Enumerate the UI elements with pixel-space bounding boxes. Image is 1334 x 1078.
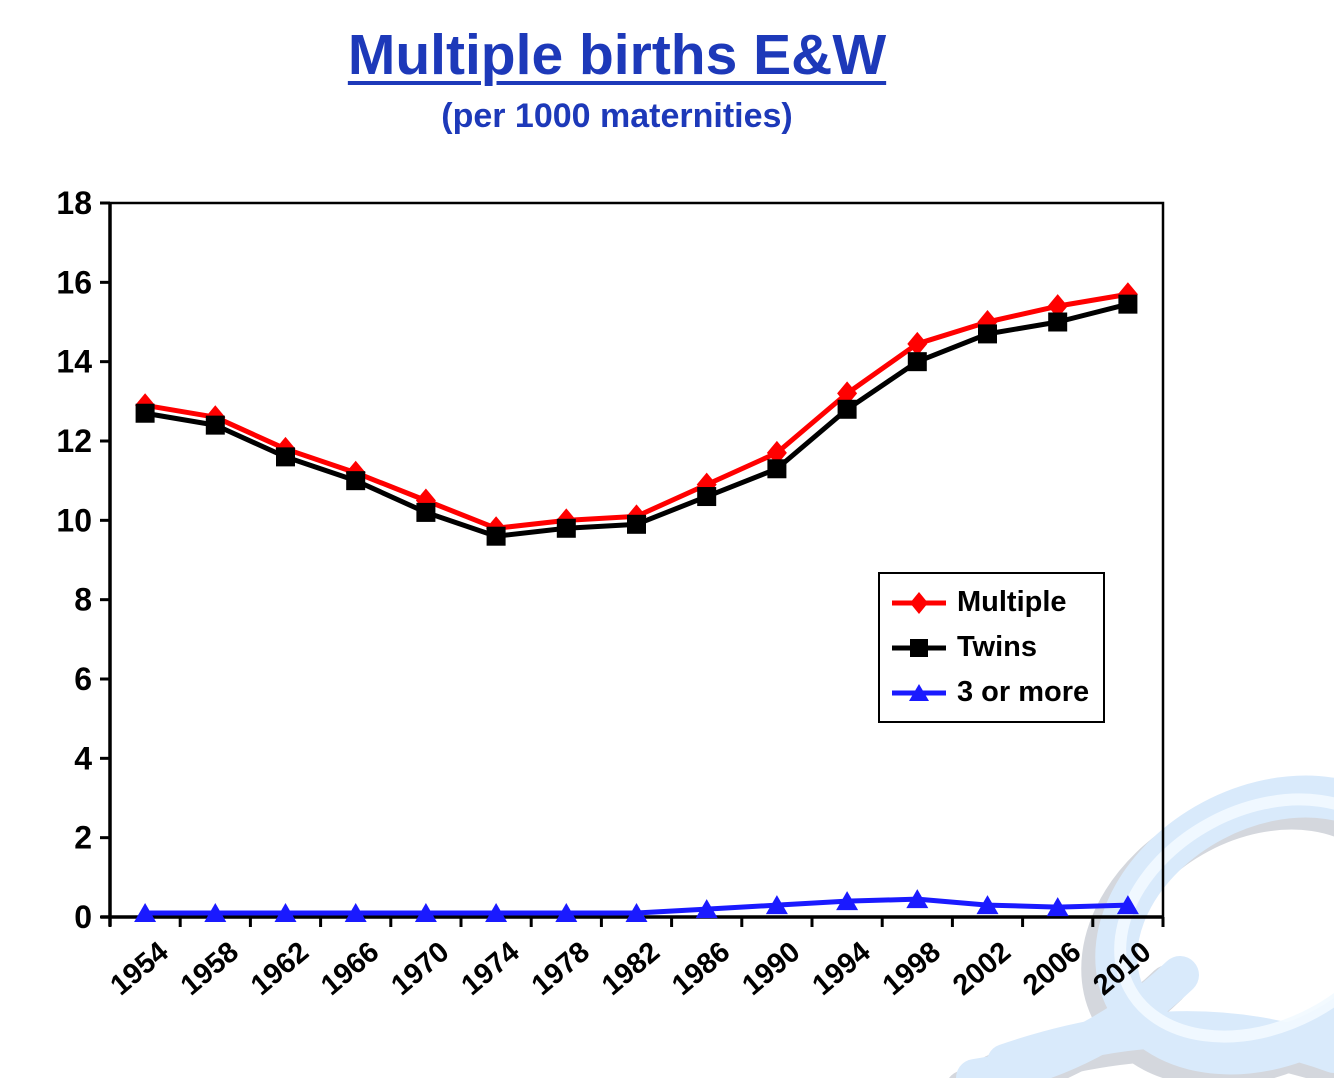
marker-3-or-more-2002 <box>976 895 999 915</box>
x-axis-tick-label: 2002 <box>947 936 1017 1002</box>
x-axis-tick-label: 1974 <box>456 936 526 1002</box>
marker-3-or-more-1990 <box>765 895 788 915</box>
marker-multiple-1994 <box>837 381 858 406</box>
marker-twins-1998 <box>907 352 927 372</box>
legend-marker-twins-icon <box>892 638 946 657</box>
chart-subtitle: (per 1000 maternities) <box>441 96 793 135</box>
x-axis-tick-label: 1954 <box>105 936 175 1002</box>
marker-multiple-2006 <box>1047 294 1068 319</box>
y-axis-tick-label: 8 <box>74 582 92 618</box>
legend-item-3-or-more: 3 or more <box>888 670 1089 715</box>
marker-3-or-more-1962 <box>274 903 297 923</box>
y-axis-tick-label: 2 <box>74 820 92 856</box>
y-axis-tick-label: 4 <box>74 740 92 776</box>
marker-twins-1966 <box>346 471 366 491</box>
swirl-logo-icon <box>949 775 1334 1078</box>
chart-header: Multiple births E&W (per 1000 maternitie… <box>348 24 886 136</box>
marker-3-or-more-1994 <box>836 891 859 911</box>
legend: Multiple Twins 3 or more <box>878 572 1106 723</box>
swirl-gloss-highlight <box>1114 793 1334 1043</box>
marker-multiple-1990 <box>766 440 787 465</box>
plot-area-border <box>108 201 1165 919</box>
x-axis-tick-label: 1970 <box>385 936 455 1002</box>
marker-twins-1974 <box>486 526 506 546</box>
marker-twins-1986 <box>697 487 717 507</box>
marker-3-or-more-1986 <box>695 899 718 919</box>
marker-3-or-more-2010 <box>1116 895 1139 915</box>
marker-3-or-more-1998 <box>906 889 929 909</box>
marker-3-or-more-1978 <box>555 903 578 923</box>
x-axis-tick-label: 1966 <box>315 936 385 1002</box>
marker-twins-1990 <box>767 459 787 479</box>
legend-marker-multiple-icon <box>892 591 946 614</box>
x-axis-tick-label: 1994 <box>807 936 877 1002</box>
y-axis-tick-label: 18 <box>56 185 92 221</box>
marker-twins-1982 <box>627 514 646 534</box>
marker-twins-1978 <box>556 518 576 538</box>
legend-marker-3-or-more-icon <box>892 683 946 701</box>
marker-3-or-more-1958 <box>204 903 227 923</box>
marker-3-or-more-1974 <box>485 903 508 923</box>
legend-item-twins: Twins <box>888 625 1089 670</box>
y-axis-tick-label: 0 <box>74 899 92 935</box>
legend-item-multiple: Multiple <box>888 580 1089 625</box>
chart-title: Multiple births E&W <box>347 23 887 87</box>
x-axis-tick-label: 1986 <box>666 936 736 1002</box>
marker-twins-1970 <box>416 502 436 522</box>
legend-glyph-twins <box>910 638 928 657</box>
legend-label-multiple: Multiple <box>957 586 1067 618</box>
y-axis-tick-label: 14 <box>56 344 92 380</box>
x-axis-tick-label: 1982 <box>596 936 666 1002</box>
y-axis-tick-label: 6 <box>74 661 92 697</box>
legend-glyph-3-or-more <box>909 683 929 701</box>
marker-twins-1958 <box>205 415 225 435</box>
legend-label-twins: Twins <box>957 631 1038 663</box>
x-axis-tick-label: 1962 <box>245 936 315 1002</box>
x-axis-tick-label: 2006 <box>1017 936 1087 1002</box>
x-axis-tick-label: 1978 <box>526 936 596 1002</box>
marker-twins-1994 <box>837 399 857 419</box>
x-axis-tick-label: 2010 <box>1087 936 1157 1002</box>
y-axis-tick-label: 16 <box>56 264 92 300</box>
marker-3-or-more-2006 <box>1046 897 1069 917</box>
legend-glyph-multiple <box>910 591 928 614</box>
x-axis-tick-label: 1998 <box>877 936 947 1002</box>
marker-3-or-more-1982 <box>625 903 648 923</box>
y-axis-tick-label: 10 <box>56 502 92 538</box>
legend-label-3-or-more: 3 or more <box>957 676 1090 708</box>
marker-twins-2010 <box>1118 294 1138 314</box>
marker-3-or-more-1966 <box>344 903 367 923</box>
marker-3-or-more-1954 <box>134 903 157 923</box>
marker-twins-1954 <box>135 403 155 423</box>
marker-twins-1962 <box>276 447 295 467</box>
marker-twins-2006 <box>1048 312 1068 332</box>
marker-multiple-1998 <box>907 331 928 356</box>
marker-3-or-more-1970 <box>414 903 437 923</box>
marker-twins-2002 <box>978 324 997 344</box>
y-axis-tick-label: 12 <box>56 423 92 459</box>
x-axis-tick-label: 1990 <box>736 936 806 1002</box>
x-axis-tick-label: 1958 <box>175 936 245 1002</box>
